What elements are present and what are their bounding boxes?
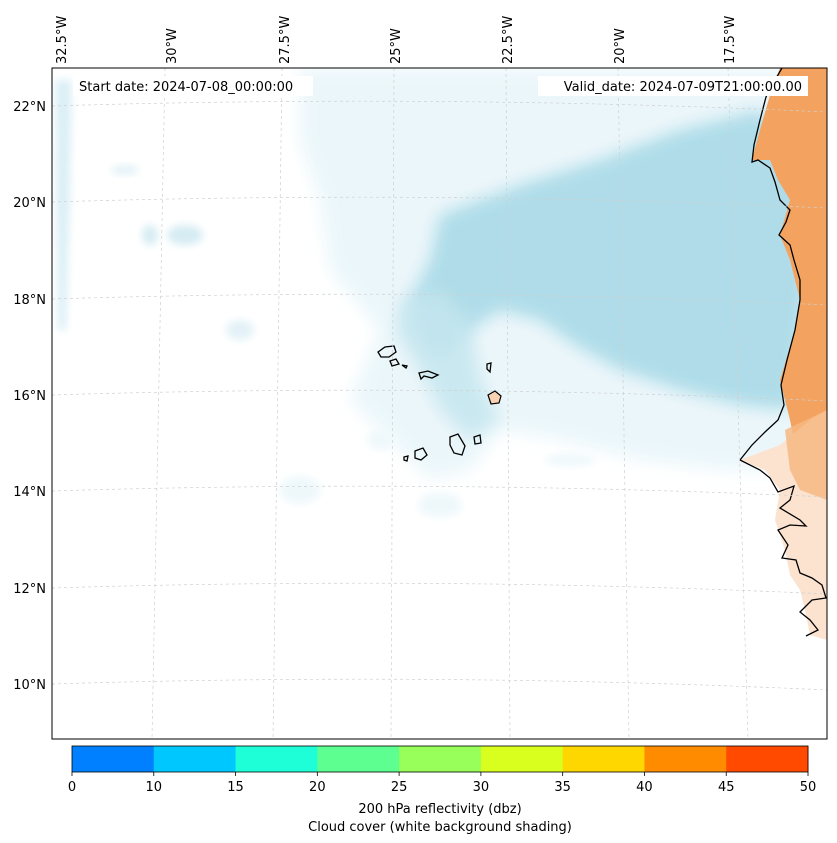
land-shading-south-orange — [785, 410, 827, 500]
lon-label: 30°W — [165, 28, 180, 64]
colorbar-title: 200 hPa reflectivity (dbz) — [358, 802, 521, 817]
lat-label: 10°N — [13, 678, 46, 693]
colorbar-segment — [153, 746, 237, 772]
colorbar-frame — [71, 745, 809, 773]
lon-label: 17.5°W — [723, 16, 738, 64]
valid-date-label: Valid_date: 2024-07-09T21:00:00.00 — [564, 80, 802, 95]
lon-label: 20°W — [613, 28, 628, 64]
valid-date-box — [538, 76, 808, 96]
start-date-box — [73, 76, 313, 96]
island-sao-vicente — [389, 358, 400, 367]
coastline — [738, 68, 827, 637]
island-maio — [473, 434, 482, 445]
colorbar-tick-label: 25 — [391, 780, 408, 795]
meridian-gridline — [390, 68, 395, 739]
colorbar-tick-label: 20 — [309, 780, 326, 795]
cloud-cover-patch — [280, 476, 320, 504]
lat-label: 14°N — [13, 485, 46, 500]
cloud-cover-patch — [111, 165, 139, 175]
island-santo-antao — [377, 345, 397, 358]
cloud-cover-patch — [418, 493, 462, 517]
lat-label: 20°N — [13, 196, 46, 211]
lat-label: 22°N — [13, 100, 46, 115]
colorbar-tick-label: 30 — [473, 780, 490, 795]
parallel-gridline — [52, 582, 827, 595]
colorbar: 0 10 15 20 25 30 35 40 45 50 200 hPa reflectivity… — [68, 745, 816, 835]
island-sal — [486, 362, 492, 374]
latitude-labels: 22°N 20°N 18°N 16°N 14°N 12°N 10°N — [13, 100, 46, 693]
colorbar-tick-label: 40 — [636, 780, 653, 795]
colorbar-segment — [562, 746, 645, 772]
colorbar-ticks: 0 10 15 20 25 30 35 40 45 50 — [68, 772, 816, 795]
meridian-gridline — [151, 68, 166, 739]
island-sao-nicolau — [418, 370, 440, 381]
cape-verde-islands — [377, 345, 492, 462]
land-areas — [487, 68, 827, 640]
colorbar-segment — [399, 746, 482, 772]
colorbar-subtitle: Cloud cover (white background shading) — [308, 820, 572, 835]
island-fogo — [414, 447, 428, 461]
colorbar-segment — [726, 746, 809, 772]
meridian-gridline — [617, 68, 630, 739]
cloud-cover-shading — [55, 68, 827, 517]
colorbar-tick-label: 45 — [718, 780, 735, 795]
map-panel: Start date: 2024-07-08_00:00:00 Valid_da… — [52, 68, 827, 739]
lat-label: 16°N — [13, 389, 46, 404]
colorbar-tick-label: 10 — [146, 780, 163, 795]
graticule — [52, 68, 827, 739]
cloud-cover-patch — [142, 225, 158, 245]
cloud-cover-band — [395, 290, 500, 440]
island-santa-luzia — [401, 364, 408, 369]
coastline-mainland — [738, 68, 827, 637]
cloud-cover-patch — [226, 320, 254, 340]
cloud-cover-patch — [167, 225, 203, 245]
parallel-gridline — [52, 196, 827, 209]
map-frame — [51, 67, 828, 740]
lat-label: 12°N — [13, 582, 46, 597]
colorbar-tick-label: 0 — [68, 780, 76, 795]
longitude-labels: 32.5°W 30°W 27.5°W 25°W 22.5°W 20°W 17.5… — [55, 16, 738, 64]
colorbar-tick-label: 15 — [227, 780, 244, 795]
cloud-cover-main-area — [410, 110, 810, 410]
colorbar-segment — [480, 746, 564, 772]
lon-label: 27.5°W — [278, 16, 293, 64]
colorbar-tick-label: 50 — [800, 780, 817, 795]
meridian-gridline — [727, 68, 749, 739]
parallel-gridline — [52, 678, 827, 691]
cloud-cover-patch — [545, 454, 595, 466]
colorbar-segments — [72, 746, 809, 772]
island-brava — [403, 455, 409, 462]
meridian-gridline — [505, 68, 511, 739]
colorbar-tick-label: 35 — [554, 780, 571, 795]
cloud-cover-west-strip — [55, 80, 72, 330]
lon-label: 22.5°W — [501, 16, 516, 64]
lon-label: 25°W — [389, 28, 404, 64]
lon-label: 32.5°W — [55, 16, 70, 64]
colorbar-segment — [317, 746, 400, 772]
parallel-gridline — [52, 100, 827, 113]
parallel-gridline — [52, 293, 827, 306]
colorbar-segment — [72, 746, 155, 772]
parallel-gridline — [52, 389, 827, 402]
colorbar-segment — [235, 746, 318, 772]
cloud-cover-patch — [368, 430, 392, 450]
island-santiago — [449, 433, 466, 456]
meridian-gridline — [272, 68, 283, 739]
island-highlight — [487, 390, 502, 405]
start-date-label: Start date: 2024-07-08_00:00:00 — [79, 80, 293, 95]
colorbar-segment — [644, 746, 727, 772]
land-shading-north-coast — [752, 68, 827, 470]
parallel-gridline — [52, 485, 827, 498]
lat-label: 18°N — [13, 293, 46, 308]
